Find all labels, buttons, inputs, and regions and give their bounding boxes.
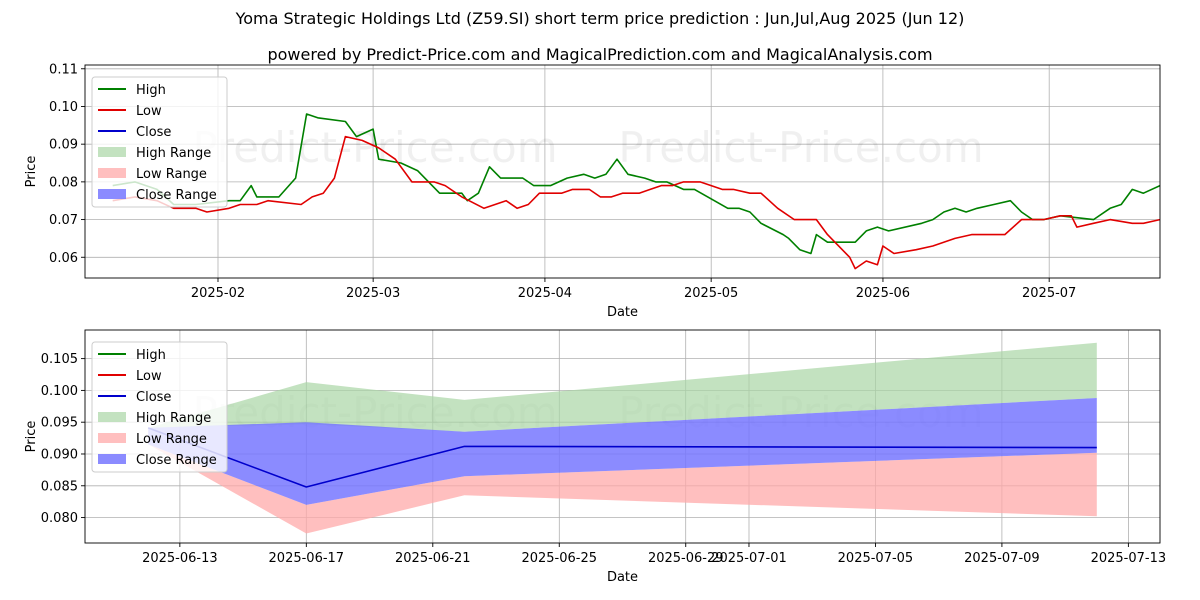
x-tick-label: 2025-05: [684, 286, 738, 301]
y-tick-label: 0.100: [41, 384, 78, 399]
legend-label-close: Close: [136, 390, 171, 405]
close-range-band: [148, 398, 1097, 505]
x-axis-label: Date: [607, 305, 638, 320]
y-tick-label: 0.090: [41, 447, 78, 462]
y-tick-label: 0.09: [49, 138, 78, 153]
x-tick-label: 2025-02: [191, 286, 245, 301]
legend-label-low-range: Low Range: [136, 432, 207, 447]
x-axis-label: Date: [607, 570, 638, 585]
y-tick-label: 0.11: [49, 62, 78, 77]
y-tick-label: 0.080: [41, 511, 78, 526]
legend-label-close-range: Close Range: [136, 453, 217, 468]
plot-area: [112, 113, 1160, 270]
x-tick-label: 2025-06: [856, 286, 910, 301]
x-tick-label: 2025-07-09: [964, 551, 1040, 566]
low-range-band: [148, 444, 1097, 534]
y-tick-label: 0.07: [49, 213, 78, 228]
y-tick-label: 0.105: [41, 352, 78, 367]
legend-swatch-low-range: [98, 168, 126, 178]
y-axis-label: Price: [24, 156, 39, 188]
x-tick-label: 2025-06-25: [521, 551, 597, 566]
legend-swatch-close-range: [98, 189, 126, 199]
y-tick-label: 0.06: [49, 251, 78, 266]
plot-area: [147, 342, 1097, 534]
watermark-text: Predict-Price.com: [618, 123, 983, 172]
legend-swatch-close-range: [98, 454, 126, 464]
legend-label-low: Low: [136, 369, 162, 384]
legend-label-high-range: High Range: [136, 146, 211, 161]
x-tick-label: 2025-07-01: [711, 551, 787, 566]
y-tick-label: 0.085: [41, 479, 78, 494]
y-tick-label: 0.095: [41, 416, 78, 431]
x-tick-label: 2025-04: [518, 286, 572, 301]
x-tick-label: 2025-06-29: [648, 551, 724, 566]
legend-swatch-low-range: [98, 433, 126, 443]
y-tick-label: 0.08: [49, 175, 78, 190]
low-line: [112, 135, 1160, 270]
y-axis-label: Price: [24, 421, 39, 453]
chart-subtitle: powered by Predict-Price.com and Magical…: [267, 45, 933, 64]
legend-label-close-range: Close Range: [136, 188, 217, 203]
y-tick-label: 0.10: [49, 100, 78, 115]
chart-panel-1: Predict-Price.com Predict-Price.com 0.06 0.…: [24, 62, 1161, 320]
x-tick-label: 2025-07-13: [1091, 551, 1167, 566]
watermark-text: Predict-Price.com: [192, 123, 557, 172]
high-range-band: [148, 342, 1097, 432]
x-tick-label: 2025-06-13: [142, 551, 218, 566]
legend-swatch-high-range: [98, 147, 126, 157]
x-tick-label: 2025-07: [1022, 286, 1076, 301]
legend-label-high: High: [136, 83, 166, 98]
legend-label-low: Low: [136, 104, 162, 119]
x-tick-label: 2025-07-05: [838, 551, 914, 566]
x-tick-label: 2025-06-21: [395, 551, 471, 566]
x-tick-label: 2025-03: [346, 286, 400, 301]
x-tick-label: 2025-06-17: [269, 551, 345, 566]
high-line: [112, 113, 1160, 255]
axes-frame: [84, 64, 1161, 279]
chart-panel-2: Predict-Price.comPredict-Price.com0.0800…: [24, 329, 1167, 585]
legend-swatch-high-range: [98, 412, 126, 422]
legend-label-high-range: High Range: [136, 411, 211, 426]
legend-label-high: High: [136, 348, 166, 363]
chart-title: Yoma Strategic Holdings Ltd (Z59.SI) sho…: [235, 9, 965, 28]
legend-label-close: Close: [136, 125, 171, 140]
axes-frame: [84, 329, 1161, 544]
legend-label-low-range: Low Range: [136, 167, 207, 182]
